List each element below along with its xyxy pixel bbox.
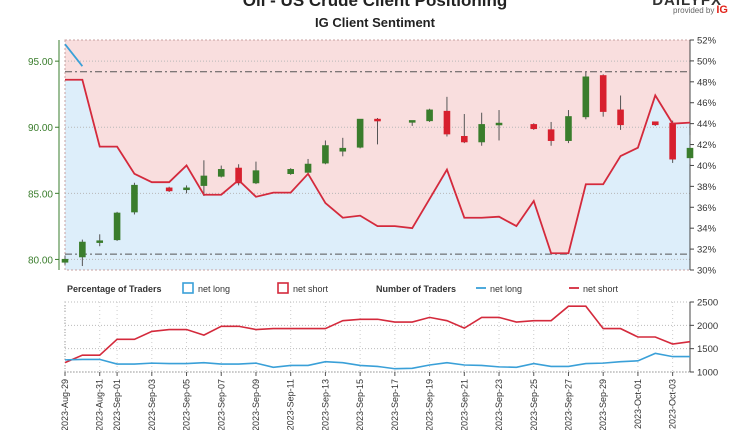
count-tick-label: 1500 (697, 344, 718, 355)
candle-body (304, 163, 312, 173)
percent-tick-label: 42% (697, 140, 717, 151)
date-tick-label: 2023-Oct-03 (668, 379, 678, 429)
candle-body (131, 184, 138, 213)
provided-by-text: provided by (673, 6, 715, 15)
date-tick-label: 2023-Sep-05 (182, 379, 192, 430)
date-tick-label: 2023-Sep-03 (147, 379, 157, 430)
candle-body (478, 124, 485, 143)
candle-body (200, 175, 208, 186)
date-tick-label: 2023-Sep-25 (529, 379, 539, 430)
date-tick-label: 2023-Sep-19 (425, 379, 435, 430)
date-tick-label: 2023-Oct-01 (633, 379, 643, 429)
count-tick-label: 2000 (697, 321, 718, 332)
percent-tick-label: 32% (697, 245, 717, 256)
candle-body (669, 122, 676, 160)
percent-tick-label: 34% (697, 224, 717, 235)
candle-body (426, 109, 433, 122)
candle-body (235, 167, 242, 184)
legend-net-long-num: net long (490, 284, 522, 294)
candle-body (495, 122, 503, 126)
legend-net-long-pct: net long (198, 284, 230, 294)
percent-tick-label: 48% (697, 77, 717, 88)
legend-net-short-pct-swatch (277, 282, 289, 294)
percent-tick-label: 50% (697, 56, 717, 67)
provider-credit: provided by IG (673, 4, 728, 16)
candle-body (183, 187, 190, 191)
percent-tick-label: 38% (697, 182, 717, 193)
candle-body (339, 147, 347, 152)
candle-body (113, 212, 121, 241)
date-tick-label: 2023-Sep-11 (286, 379, 296, 430)
date-tick-label: 2023-Sep-27 (563, 379, 573, 430)
candle-body (252, 170, 260, 184)
legend-num-title: Number of Traders (376, 284, 456, 294)
percent-tick-label: 46% (697, 98, 717, 109)
candle-body (582, 76, 590, 118)
candle-body (617, 109, 624, 126)
date-tick-label: 2023-Sep-21 (459, 379, 469, 430)
candle-body (547, 129, 555, 141)
price-tick-label: 80.00 (28, 255, 53, 266)
brand-logo: DAILYFX (652, 0, 722, 9)
provider-logo: IG (716, 4, 728, 16)
legend-pct-title: Percentage of Traders (67, 284, 162, 294)
date-tick-label: 2023-Sep-15 (355, 379, 365, 430)
percent-tick-label: 52% (697, 36, 717, 47)
percent-tick-label: 30% (697, 266, 717, 277)
date-tick-label: 2023-Sep-13 (320, 379, 330, 430)
date-tick-label: 2023-Sep-01 (112, 379, 122, 430)
date-tick-label: 2023-Aug-31 (95, 379, 105, 430)
candle-body (530, 124, 538, 130)
price-tick-label: 95.00 (28, 57, 53, 68)
chart-subtitle: IG Client Sentiment (315, 15, 435, 30)
net-long-count-line (64, 352, 690, 370)
legend-net-long-pct-swatch (182, 282, 194, 294)
candle-body (599, 75, 607, 112)
percent-tick-label: 40% (697, 161, 717, 172)
candle-body (165, 187, 173, 192)
date-tick-label: 2023-Sep-29 (598, 379, 608, 430)
price-tick-label: 90.00 (28, 123, 53, 134)
candle-body (287, 169, 294, 175)
date-tick-label: 2023-Sep-07 (216, 379, 226, 430)
candle-body (96, 240, 104, 243)
chart-title: Oil - US Crude Client Positioning (242, 0, 508, 10)
net-long-pct-line (64, 43, 84, 67)
date-tick-label: 2023-Sep-23 (494, 379, 504, 430)
date-tick-label: 2023-Sep-09 (251, 379, 261, 430)
net-short-count-line (64, 305, 691, 364)
candle-body (461, 135, 468, 143)
candle-body (565, 116, 572, 141)
legend-net-short-pct: net short (293, 284, 329, 294)
candle-body (686, 147, 694, 159)
bottom-plot-frame (64, 301, 691, 373)
candle-body (374, 118, 381, 122)
candle-body (443, 110, 451, 135)
net-short-pct-line (65, 78, 691, 255)
count-tick-label: 1000 (697, 368, 718, 379)
candle-body (651, 121, 659, 126)
candle-body (217, 169, 225, 177)
candle-body (322, 145, 329, 164)
date-tick-label: 2023-Aug-29 (60, 379, 70, 430)
count-tick-label: 2500 (697, 298, 718, 309)
candle-body (408, 120, 416, 123)
date-tick-label: 2023-Sep-17 (390, 379, 400, 430)
candle-body (79, 241, 86, 258)
percent-tick-label: 36% (697, 203, 717, 214)
legend-net-short-num: net short (583, 284, 619, 294)
candle-body (356, 118, 364, 148)
percent-tick-label: 44% (697, 119, 717, 130)
candle-body (61, 258, 69, 263)
price-tick-label: 85.00 (28, 189, 53, 200)
net-long-zone (65, 79, 690, 271)
